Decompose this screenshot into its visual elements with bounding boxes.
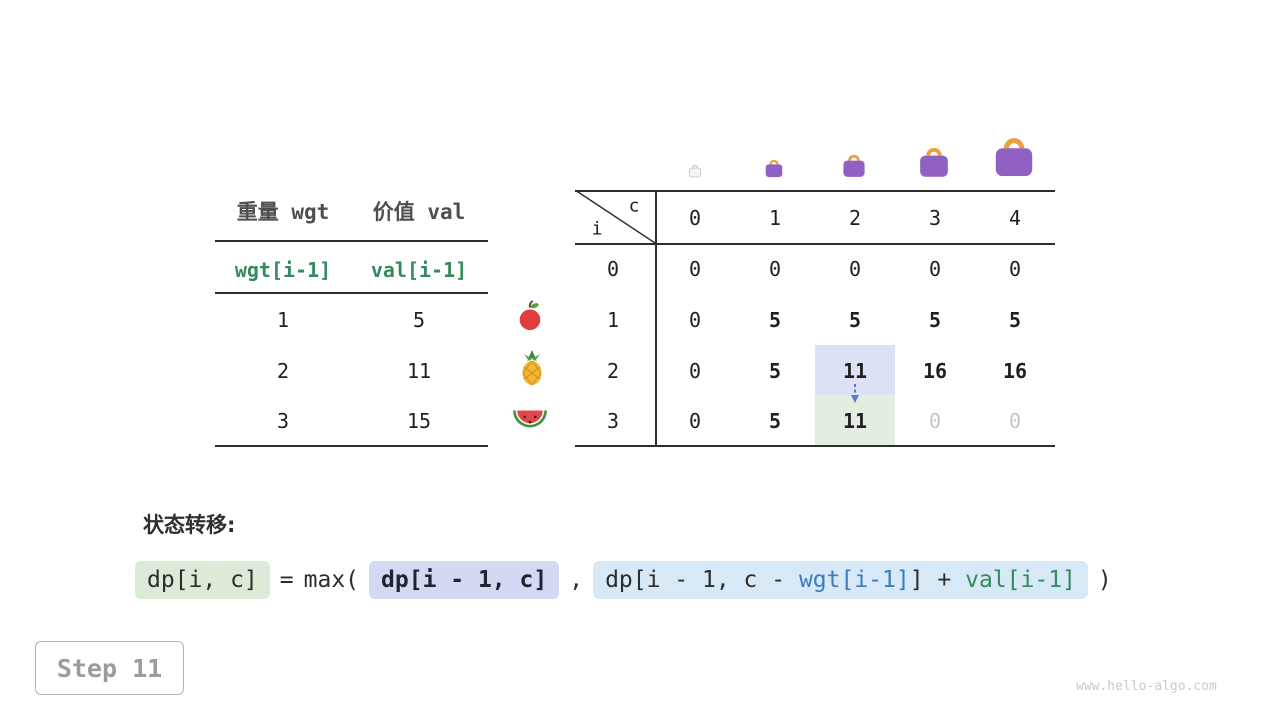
dp-cell-0-3: 0	[928, 257, 942, 281]
dp-cell-0-0: 0	[688, 257, 702, 281]
dp-table-bottom-border	[575, 445, 1055, 447]
left-table-header-divider	[215, 240, 488, 242]
dp-row-header-3: 3	[606, 409, 620, 433]
formula-term2-wgt: wgt[i-1]	[798, 567, 910, 593]
wgt-formula-cell: wgt[i-1]	[234, 258, 332, 282]
dp-col-header-3: 3	[928, 206, 942, 230]
dp-cell-1-0: 0	[688, 308, 702, 332]
dp-table-vertical-divider	[655, 190, 657, 445]
formula-close-paren: )	[1097, 567, 1112, 593]
corner-col-label: c	[628, 195, 640, 217]
watermelon-icon	[512, 408, 548, 434]
wgt-column-header: 重量 wgt	[236, 200, 330, 224]
dp-target-cell-highlight	[815, 395, 895, 445]
dp-cell-3-2: 11	[842, 409, 868, 433]
dp-cell-3-1: 5	[768, 409, 782, 433]
dp-col-header-2: 2	[848, 206, 862, 230]
left-table-bottom-divider	[215, 445, 488, 447]
val-row-3: 15	[406, 409, 432, 433]
corner-row-label: i	[591, 218, 603, 240]
dp-cell-2-1: 5	[768, 359, 782, 383]
dp-cell-3-3: 0	[928, 409, 942, 433]
dp-table-top-border	[575, 190, 1055, 192]
dp-col-header-0: 0	[688, 206, 702, 230]
dp-cell-2-0: 0	[688, 359, 702, 383]
val-column-header: 价值 val	[372, 200, 466, 224]
formula-term2-val: val[i-1]	[965, 567, 1076, 593]
bag-capacity-0-icon	[688, 162, 703, 183]
formula-equals: =	[279, 567, 294, 593]
dp-cell-3-4: 0	[1008, 409, 1022, 433]
dp-cell-2-3: 16	[922, 359, 948, 383]
formula-term2-prefix: dp[i - 1, c -	[605, 567, 799, 593]
wgt-row-3: 3	[276, 409, 290, 433]
dp-cell-1-3: 5	[928, 308, 942, 332]
dp-row-header-1: 1	[606, 308, 620, 332]
formula-comma: ,	[569, 567, 584, 593]
dp-col-header-1: 1	[768, 206, 782, 230]
formula-term2-bridge: ] +	[909, 567, 966, 593]
formula-term2: dp[i - 1, c - wgt[i-1]] + val[i-1]	[593, 561, 1088, 599]
wgt-row-1: 1	[276, 308, 290, 332]
state-transition-formula: dp[i, c] = max( dp[i - 1, c] , dp[i - 1,…	[135, 561, 1112, 599]
dp-cell-2-4: 16	[1002, 359, 1028, 383]
state-transition-label: 状态转移:	[143, 513, 236, 537]
apple-icon	[515, 300, 545, 336]
val-row-2: 11	[406, 359, 432, 383]
dp-table-corner-diagonal	[575, 190, 655, 243]
bag-capacity-4-icon	[991, 129, 1037, 183]
left-table-divider	[215, 292, 488, 294]
formula-max-open: max(	[303, 567, 360, 593]
val-row-1: 5	[412, 308, 426, 332]
bag-capacity-2-icon	[841, 150, 868, 183]
dp-row-header-0: 0	[606, 257, 620, 281]
bag-capacity-1-icon	[764, 156, 785, 183]
dp-cell-1-1: 5	[768, 308, 782, 332]
dp-cell-1-2: 5	[848, 308, 862, 332]
dp-cell-0-2: 0	[848, 257, 862, 281]
val-formula-cell: val[i-1]	[370, 258, 468, 282]
bag-capacity-3-icon	[917, 141, 952, 183]
watermark: www.hello-algo.com	[1076, 679, 1217, 694]
dp-col-header-4: 4	[1008, 206, 1022, 230]
wgt-row-2: 2	[276, 359, 290, 383]
pineapple-icon	[519, 350, 545, 390]
dp-cell-0-4: 0	[1008, 257, 1022, 281]
dp-row-header-2: 2	[606, 359, 620, 383]
dp-cell-3-0: 0	[688, 409, 702, 433]
formula-term1: dp[i - 1, c]	[369, 561, 560, 599]
dp-cell-1-4: 5	[1008, 308, 1022, 332]
dp-cell-0-1: 0	[768, 257, 782, 281]
formula-lhs: dp[i, c]	[135, 561, 270, 599]
dp-table-header-divider	[575, 243, 1055, 245]
transition-arrow-icon	[851, 384, 859, 403]
dp-cell-2-2: 11	[842, 359, 868, 383]
step-indicator: Step 11	[35, 641, 184, 695]
step-label: Step 11	[56, 653, 163, 683]
